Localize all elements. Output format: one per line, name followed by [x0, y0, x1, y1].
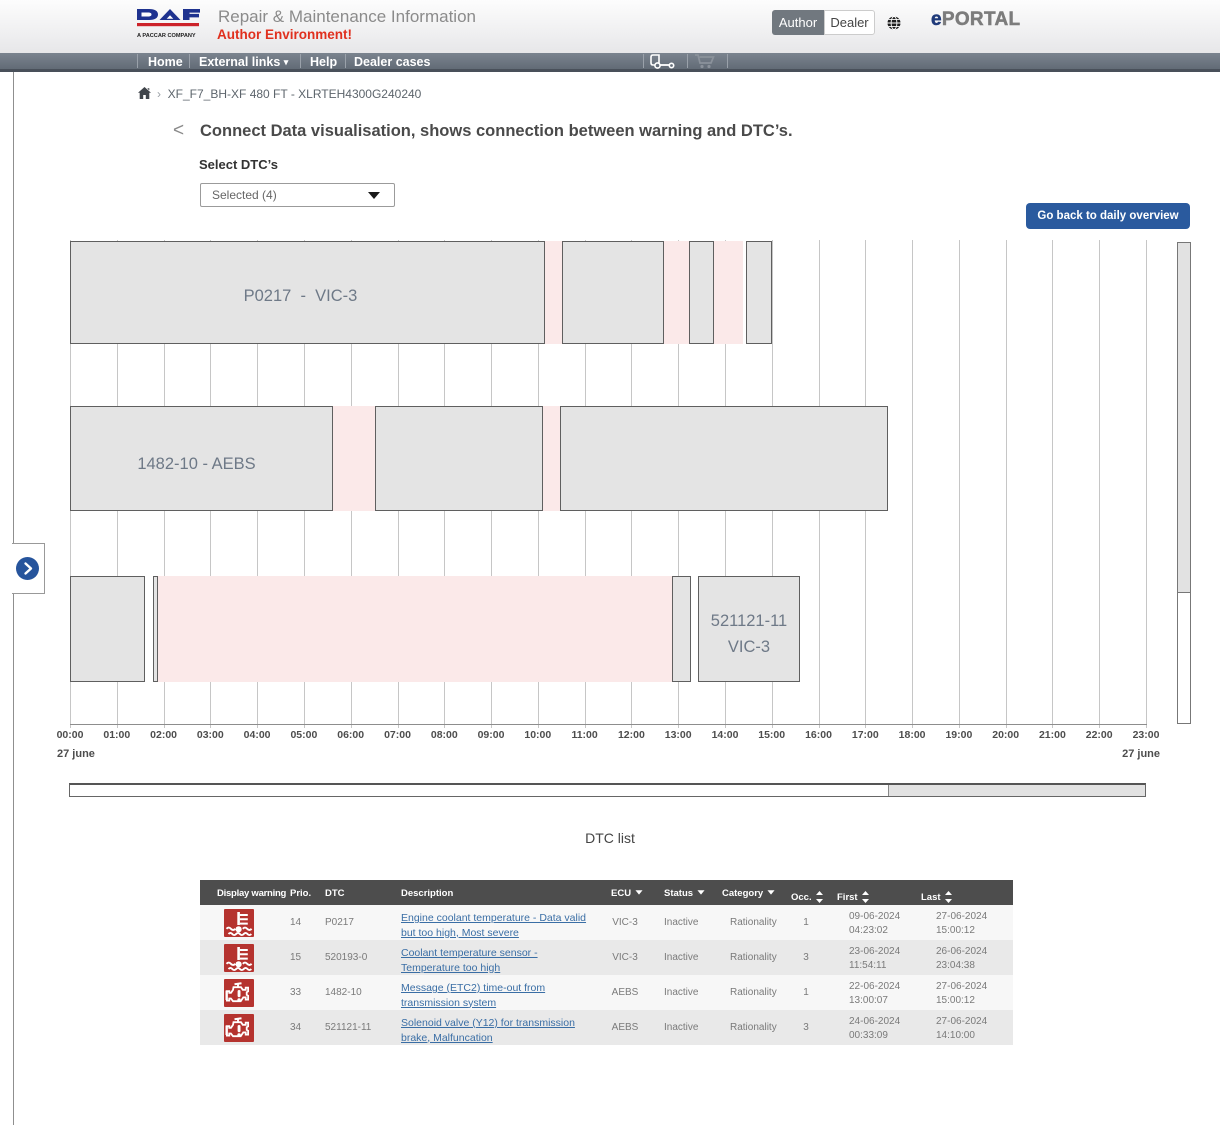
svg-text:A PACCAR COMPANY: A PACCAR COMPANY — [137, 33, 196, 39]
